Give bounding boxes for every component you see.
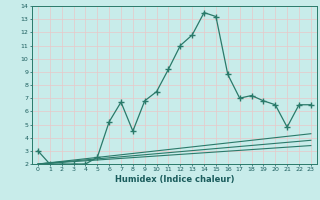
X-axis label: Humidex (Indice chaleur): Humidex (Indice chaleur) <box>115 175 234 184</box>
